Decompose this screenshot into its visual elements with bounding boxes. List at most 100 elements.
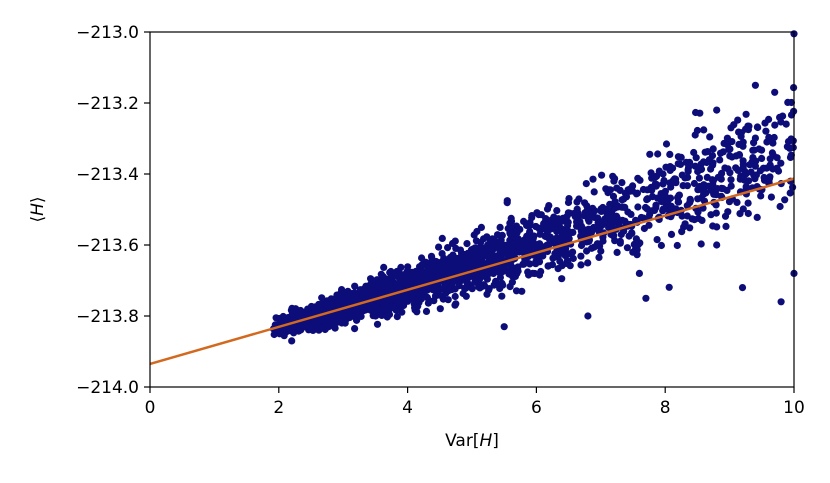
scatter-point	[375, 308, 383, 316]
scatter-point	[742, 183, 750, 191]
scatter-point	[742, 170, 750, 178]
scatter-point	[398, 308, 406, 316]
scatter-point	[508, 241, 516, 249]
scatter-point	[786, 189, 794, 197]
scatter-point	[531, 269, 539, 278]
scatter-point	[444, 244, 452, 252]
scatter-point	[757, 192, 765, 200]
scatter-point	[533, 209, 541, 217]
scatter-point	[590, 188, 598, 196]
scatter-point	[330, 300, 338, 308]
scatter-point	[696, 109, 704, 117]
scatter-point	[571, 213, 579, 221]
scatter-point	[674, 153, 683, 161]
scatter-point	[556, 257, 564, 265]
scatter-point	[724, 165, 732, 173]
scatter-point	[735, 151, 744, 159]
scatter-point	[563, 213, 571, 221]
scatter-point	[311, 307, 319, 315]
scatter-point	[429, 259, 437, 267]
scatter-point	[445, 255, 454, 263]
scatter-point	[577, 241, 586, 250]
scatter-point	[334, 291, 342, 299]
scatter-point	[512, 287, 521, 295]
scatter-point	[424, 264, 433, 272]
scatter-point	[688, 215, 696, 223]
scatter-point	[438, 250, 446, 258]
scatter-point	[438, 262, 446, 271]
scatter-point	[423, 293, 431, 302]
scatter-point	[350, 292, 358, 300]
scatter-point	[645, 221, 653, 229]
scatter-point	[503, 250, 511, 258]
x-tick-label: 6	[531, 398, 542, 418]
scatter-point	[754, 123, 762, 132]
scatter-point	[636, 176, 644, 184]
scatter-point	[381, 305, 389, 313]
scatter-point	[644, 195, 652, 203]
scatter-point	[584, 312, 592, 320]
scatter-point	[779, 112, 787, 120]
scatter-point	[717, 184, 726, 192]
scatter-point	[616, 239, 624, 247]
scatter-point	[713, 223, 721, 231]
scatter-point	[404, 263, 412, 271]
scatter-point	[739, 142, 747, 150]
scatter-point	[666, 179, 674, 187]
scatter-point	[773, 154, 781, 162]
scatter-point	[327, 295, 335, 303]
scatter-point	[597, 205, 605, 213]
scatter-point	[738, 284, 747, 292]
scatter-point	[751, 81, 760, 89]
scatter-point	[564, 221, 572, 230]
scatter-point	[394, 294, 402, 302]
scatter-point	[451, 301, 459, 309]
scatter-point	[473, 227, 481, 236]
x-axis: 0 2 4 6 8 10	[145, 387, 805, 418]
scatter-point	[589, 175, 597, 183]
scatter-point	[411, 304, 419, 312]
scatter-point	[330, 319, 338, 327]
scatter-point	[462, 292, 470, 300]
scatter-point	[573, 222, 581, 230]
scatter-point	[387, 268, 395, 276]
scatter-point	[565, 195, 573, 203]
scatter-point	[716, 156, 724, 164]
scatter-point	[357, 295, 365, 303]
scatter-point	[773, 164, 781, 172]
scatter-point	[501, 244, 509, 252]
scatter-point	[456, 255, 465, 264]
scatter-point	[659, 207, 667, 215]
scatter-point	[323, 315, 331, 323]
scatter-point	[494, 231, 502, 239]
scatter-point	[373, 320, 382, 328]
scatter-point	[708, 176, 716, 184]
scatter-point	[530, 240, 538, 248]
scatter-point	[581, 199, 589, 207]
scatter-point	[770, 133, 778, 142]
x-tick-label: 2	[273, 398, 284, 418]
scatter-point	[753, 213, 761, 221]
scatter-point	[671, 175, 679, 183]
y-tick-label: −213.0	[76, 23, 139, 43]
x-tick-label: 0	[145, 398, 156, 418]
scatter-point	[448, 267, 456, 275]
scatter-point	[438, 234, 446, 242]
scatter-point	[727, 176, 735, 184]
scatter-point	[767, 193, 776, 201]
scatter-point	[758, 154, 766, 162]
scatter-point	[777, 159, 785, 167]
scatter-point	[675, 191, 683, 200]
scatter-point	[422, 307, 431, 315]
scatter-point	[362, 282, 370, 290]
y-tick-label: −213.6	[76, 236, 139, 256]
scatter-point	[609, 172, 617, 180]
scatter-point	[496, 273, 504, 282]
scatter-point	[739, 163, 747, 171]
scatter-point	[700, 187, 708, 195]
scatter-point	[468, 285, 476, 293]
scatter-point	[777, 118, 785, 126]
scatter-point	[390, 303, 398, 312]
scatter-point	[634, 203, 642, 211]
